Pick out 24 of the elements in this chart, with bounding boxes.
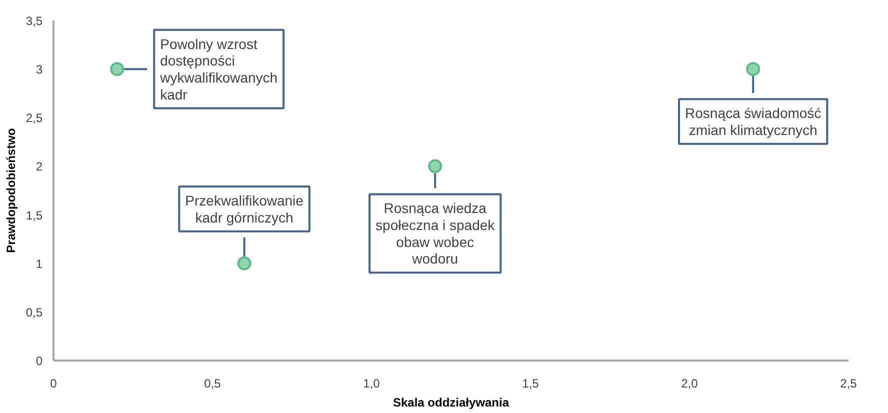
point (110, 62, 124, 76)
y-tick-label: 3 (36, 62, 43, 77)
annotation: Przekwalifikowanie kadr górniczych (185, 192, 304, 226)
annotation: Rosnąca świadomość zmian klimatycznych (685, 105, 822, 138)
annotation: Powolny wzrost dostępności wykwalifikowanych kadr (159, 36, 278, 102)
point (428, 159, 442, 174)
y-tick-label: 0 (36, 354, 43, 368)
y-axis-title: Prawdopodobieństwo (4, 128, 18, 253)
x-tick-label: 0 (50, 376, 58, 390)
point (237, 256, 252, 270)
y-tick-label: 1 (36, 256, 43, 271)
x-tick-label: 0,5 (204, 376, 222, 390)
x-tick-label: 2,5 (840, 376, 858, 390)
x-axis-title: Skala oddziaływania (392, 396, 510, 410)
annotation: Rosnąca wiedza społeczna i spadek obaw wobec wodoru (376, 200, 496, 267)
y-tick-label: 3,5 (26, 14, 43, 28)
y-tick-label: 1,5 (26, 208, 43, 222)
y-tick-label: 2 (36, 160, 43, 174)
y-tick-label: 2,5 (26, 111, 43, 126)
y-tick-label: 0,5 (26, 305, 43, 320)
x-tick-label: 1,0 (363, 376, 380, 390)
x-tick-label: 2,0 (681, 376, 698, 390)
x-tick-label: 1,5 (522, 376, 540, 390)
point (746, 62, 760, 76)
